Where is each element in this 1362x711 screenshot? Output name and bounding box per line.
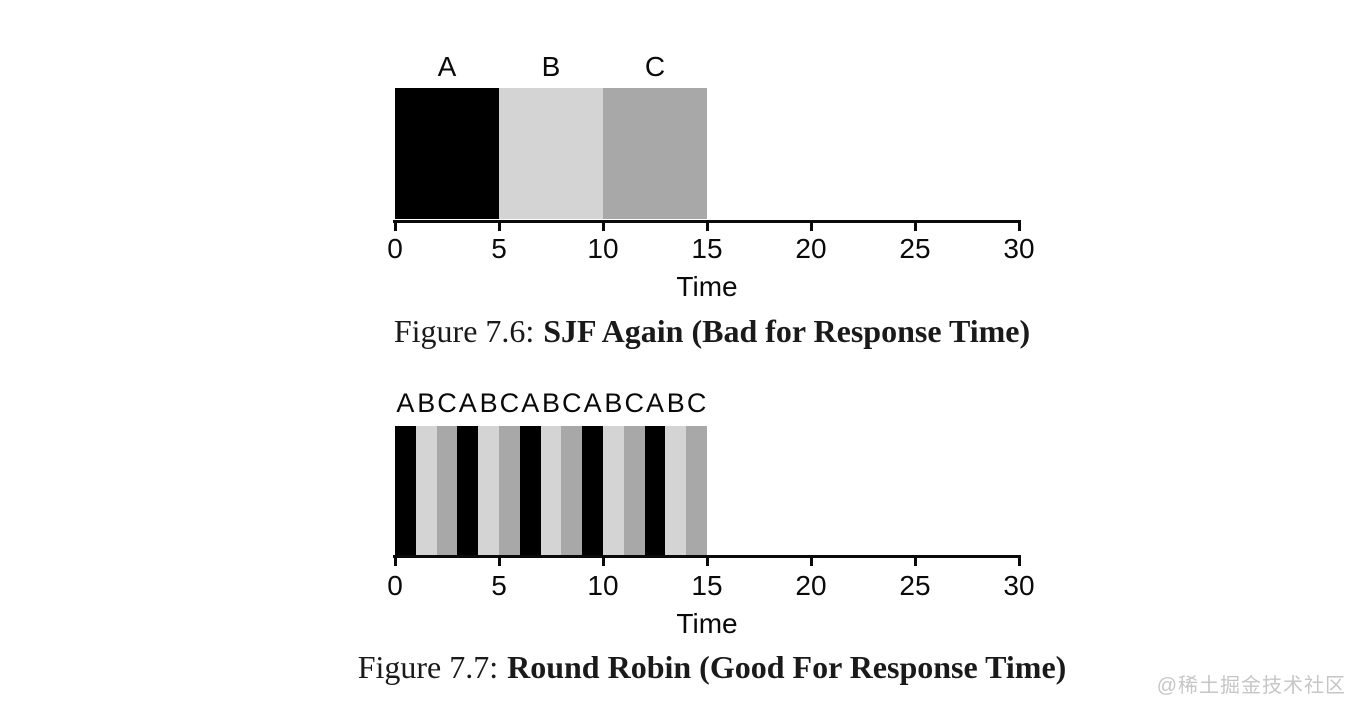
bar-segment-a — [457, 426, 479, 555]
bar-segment-c — [499, 426, 520, 555]
bar-segment-c — [686, 426, 707, 555]
x-tick-label: 0 — [387, 570, 403, 601]
x-tick-label: 25 — [899, 570, 931, 601]
segment-label-c: C — [437, 388, 457, 418]
timeline-bars — [395, 88, 1019, 219]
x-tick-label: 10 — [587, 570, 619, 601]
x-axis-tick — [601, 555, 605, 566]
x-axis-tick — [809, 220, 813, 231]
x-axis-tick — [393, 555, 397, 566]
segment-label-c: C — [499, 388, 520, 418]
segment-label-a: A — [396, 388, 415, 418]
x-axis-ticks — [393, 220, 1021, 231]
x-axis-tick-labels: 0 5 10 15 20 25 30 — [387, 233, 1034, 264]
bar-segment-b — [415, 426, 437, 555]
bar-segment-a — [519, 426, 541, 555]
x-tick-label: 0 — [387, 233, 403, 264]
caption-title: Round Robin (Good For Response Time) — [507, 649, 1067, 685]
x-axis-tick — [913, 555, 917, 566]
segment-label-a: A — [437, 51, 457, 82]
bar-segment-c — [436, 426, 458, 555]
bar-segment-c — [603, 88, 707, 219]
x-tick-label: 15 — [691, 233, 723, 264]
watermark: @稀土掘金技术社区 — [1156, 675, 1346, 697]
segment-label-b: B — [479, 388, 498, 418]
x-tick-label: 5 — [491, 570, 507, 601]
segment-label-c: C — [624, 388, 644, 418]
x-axis-tick-labels: 0 5 10 15 20 25 30 — [387, 570, 1034, 601]
x-axis-tick — [497, 555, 501, 566]
x-axis-tick — [497, 220, 501, 231]
segment-label-a: A — [521, 388, 540, 418]
segment-label-b: B — [541, 388, 560, 418]
bar-segment-b — [665, 426, 687, 555]
x-axis-title: Time — [676, 608, 738, 639]
x-axis-tick — [1017, 555, 1021, 566]
bar-segment-b — [603, 426, 624, 555]
segment-label-a: A — [458, 388, 477, 418]
x-tick-label: 5 — [491, 233, 507, 264]
segment-label-a: A — [645, 388, 664, 418]
x-tick-label: 15 — [691, 570, 723, 601]
segment-label-b: B — [417, 388, 436, 418]
bar-segment-a — [395, 88, 499, 219]
bar-segment-c — [561, 426, 583, 555]
x-axis-ticks — [393, 555, 1021, 566]
x-axis-tick — [601, 220, 605, 231]
caption-prefix: Figure 7.6: — [393, 313, 535, 349]
x-tick-label: 25 — [899, 233, 931, 264]
caption-title: SJF Again (Bad for Response Time) — [543, 313, 1031, 349]
segment-label-c: C — [644, 51, 666, 82]
bar-segment-a — [395, 426, 416, 555]
x-tick-label: 20 — [795, 570, 827, 601]
bar-segment-b — [540, 426, 562, 555]
segment-labels-row: A B C — [395, 52, 1019, 82]
x-tick-label: 30 — [1003, 570, 1035, 601]
sjf-timeline-chart: A B C 0 5 10 15 20 25 30 Time — [387, 52, 1034, 304]
x-tick-label: 10 — [587, 233, 619, 264]
bar-segment-b — [478, 426, 499, 555]
x-axis-tick — [705, 555, 709, 566]
segment-label-b: B — [541, 51, 561, 82]
figure-7-7-caption: Figure 7.7: Round Robin (Good For Respons… — [0, 648, 1362, 686]
x-axis-tick — [705, 220, 709, 231]
caption-prefix: Figure 7.7: — [357, 649, 499, 685]
bar-segment-c — [623, 426, 645, 555]
figure-7-6-caption: Figure 7.6: SJF Again (Bad for Response T… — [0, 312, 1362, 350]
x-tick-label: 20 — [795, 233, 827, 264]
segment-label-b: B — [604, 388, 623, 418]
bar-segment-a — [644, 426, 666, 555]
timeline-bars — [395, 426, 1019, 555]
x-axis-tick — [393, 220, 397, 231]
x-axis-tick — [913, 220, 917, 231]
x-axis-title: Time — [676, 271, 738, 302]
x-tick-label: 30 — [1003, 233, 1035, 264]
bar-segment-b — [499, 88, 603, 219]
x-axis-tick — [1017, 220, 1021, 231]
bar-segment-a — [582, 426, 603, 555]
segment-label-a: A — [583, 388, 602, 418]
x-axis-tick — [809, 555, 813, 566]
segment-label-b: B — [666, 388, 685, 418]
segment-label-c: C — [686, 388, 707, 418]
segment-label-c: C — [562, 388, 582, 418]
